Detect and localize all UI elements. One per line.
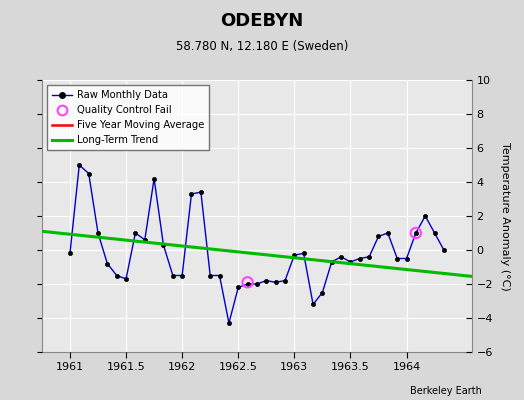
Legend: Raw Monthly Data, Quality Control Fail, Five Year Moving Average, Long-Term Tren: Raw Monthly Data, Quality Control Fail, … — [47, 85, 209, 150]
Text: Berkeley Earth: Berkeley Earth — [410, 386, 482, 396]
Text: 58.780 N, 12.180 E (Sweden): 58.780 N, 12.180 E (Sweden) — [176, 40, 348, 53]
Text: ODEBYN: ODEBYN — [221, 12, 303, 30]
Y-axis label: Temperature Anomaly (°C): Temperature Anomaly (°C) — [499, 142, 510, 290]
Point — [243, 279, 252, 286]
Point — [412, 230, 420, 236]
